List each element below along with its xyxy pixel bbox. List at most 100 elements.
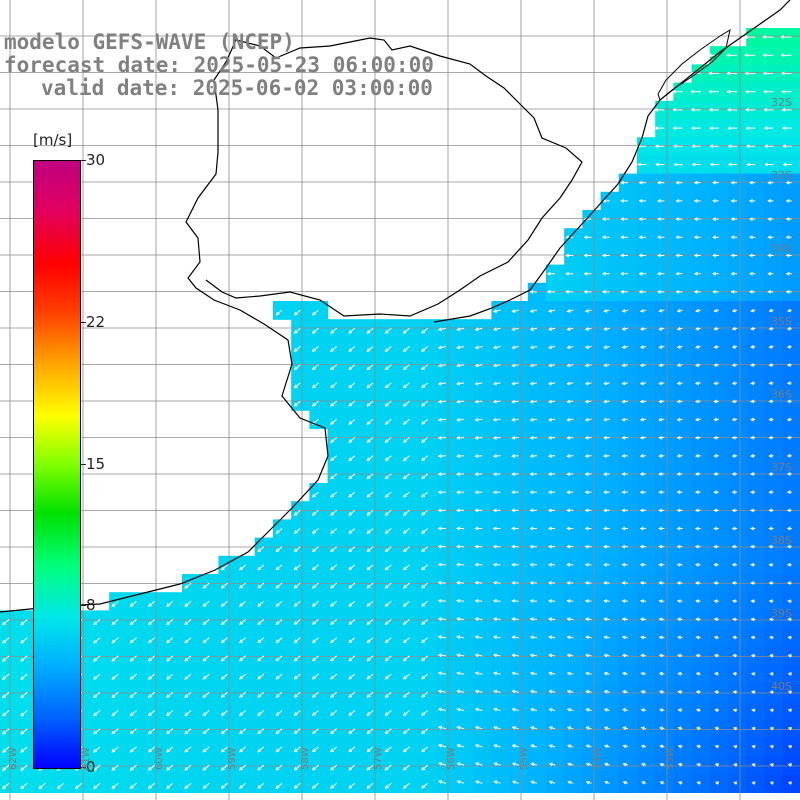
wind-arrow-head <box>584 490 589 495</box>
wind-arrow-head <box>659 781 664 785</box>
wind-arrow-head <box>437 454 442 458</box>
wind-arrow-head <box>731 363 736 367</box>
wind-arrow-head <box>676 326 681 331</box>
wind-arrow-head <box>603 363 608 368</box>
wind-arrow <box>221 637 228 643</box>
wind-arrow-head <box>93 676 98 680</box>
wind-arrow-head <box>437 653 442 658</box>
wind-arrow <box>148 673 156 680</box>
wind-arrow-head <box>275 657 280 662</box>
wind-arrow <box>221 582 228 589</box>
wind-speed-cell <box>364 665 383 684</box>
wind-arrow-head <box>548 309 553 313</box>
wind-arrow <box>421 364 429 370</box>
wind-arrow-head <box>750 453 755 458</box>
wind-arrow-head <box>713 453 718 458</box>
wind-speed-cell <box>673 774 693 793</box>
wind-speed-cell <box>36 774 56 793</box>
wind-arrow-head <box>111 767 116 771</box>
wind-arrow <box>294 619 301 625</box>
wind-arrow <box>294 673 301 680</box>
wind-arrow-head <box>786 453 791 458</box>
wind-arrow <box>438 364 446 367</box>
wind-arrow-head <box>384 785 389 789</box>
wind-arrow-head <box>202 694 207 698</box>
wind-arrow <box>385 509 392 516</box>
wind-speed-cell <box>709 82 729 102</box>
wind-arrow-head <box>511 762 516 766</box>
wind-arrow <box>330 400 338 407</box>
wind-arrow-head <box>567 762 572 767</box>
wind-arrow-head <box>493 780 498 784</box>
wind-arrow-head <box>330 530 334 534</box>
wind-arrow-head <box>548 327 553 331</box>
wind-speed-cell <box>109 701 128 721</box>
wind-arrow-head <box>769 635 774 640</box>
wind-speed-cell <box>673 592 693 611</box>
wind-arrow <box>275 619 283 625</box>
wind-arrow <box>166 691 174 698</box>
wind-arrow <box>166 764 174 771</box>
wind-speed-cell <box>527 719 547 739</box>
wind-arrow <box>403 655 410 662</box>
wind-speed-cell <box>691 665 711 684</box>
wind-speed-cell <box>564 628 583 648</box>
wind-arrow-head <box>348 621 353 625</box>
wind-arrow-head <box>750 635 755 640</box>
wind-arrow-head <box>694 562 699 567</box>
wind-speed-cell <box>345 446 365 466</box>
wind-speed-cell <box>309 483 329 502</box>
wind-arrow-head <box>147 712 152 717</box>
wind-arrow-head <box>437 689 442 694</box>
wind-arrow-head <box>511 599 516 603</box>
wind-arrow-head <box>744 71 749 76</box>
wind-arrow-head <box>474 363 479 368</box>
wind-speed-cell <box>655 592 674 611</box>
wind-arrow-head <box>311 366 316 371</box>
wind-arrow-head <box>129 748 134 753</box>
wind-arrow <box>239 673 247 680</box>
wind-arrow <box>512 636 519 639</box>
wind-arrow-head <box>621 653 626 658</box>
wind-arrow-head <box>474 599 479 603</box>
wind-arrow-head <box>548 762 553 767</box>
wind-arrow-head <box>786 363 791 367</box>
wind-arrow <box>111 691 119 698</box>
wind-arrow-head <box>456 725 461 730</box>
wind-speed-cell <box>491 756 511 775</box>
wind-arrow-head <box>275 603 280 607</box>
wind-arrow-head <box>693 290 698 294</box>
wind-arrow <box>494 780 501 784</box>
wind-arrow <box>330 764 338 771</box>
wind-arrow-head <box>676 599 681 603</box>
wind-arrow-head <box>493 725 498 730</box>
wind-arrow-head <box>585 762 590 767</box>
wind-speed-cell <box>236 756 256 775</box>
wind-arrow-head <box>311 748 316 753</box>
wind-arrow-head <box>257 657 262 662</box>
wind-arrow-head <box>726 108 731 112</box>
wind-arrow-head <box>640 708 645 712</box>
wind-arrow-head <box>695 345 700 349</box>
wind-arrow-head <box>547 490 552 495</box>
wind-arrow <box>475 690 483 693</box>
wind-speed-cell <box>746 228 765 247</box>
wind-arrow <box>475 618 483 620</box>
wind-arrow-head <box>566 327 571 331</box>
wind-arrow-head <box>675 180 680 185</box>
wind-speed-cell <box>254 665 274 684</box>
wind-speed-cell <box>618 483 638 502</box>
wind-arrow <box>493 309 501 313</box>
wind-arrow-head <box>220 657 225 662</box>
wind-speed-cell <box>491 737 511 757</box>
wind-arrow-head <box>456 580 461 585</box>
wind-speed-cell <box>345 373 365 393</box>
wind-arrow-head <box>311 639 316 644</box>
wind-arrow <box>111 600 119 607</box>
wind-arrow-head <box>257 675 262 680</box>
wind-arrow-head <box>348 475 353 480</box>
wind-arrow <box>111 710 119 716</box>
wind-speed-cell <box>746 555 765 575</box>
wind-speed-cell <box>291 555 310 575</box>
wind-arrow-head <box>456 417 461 422</box>
